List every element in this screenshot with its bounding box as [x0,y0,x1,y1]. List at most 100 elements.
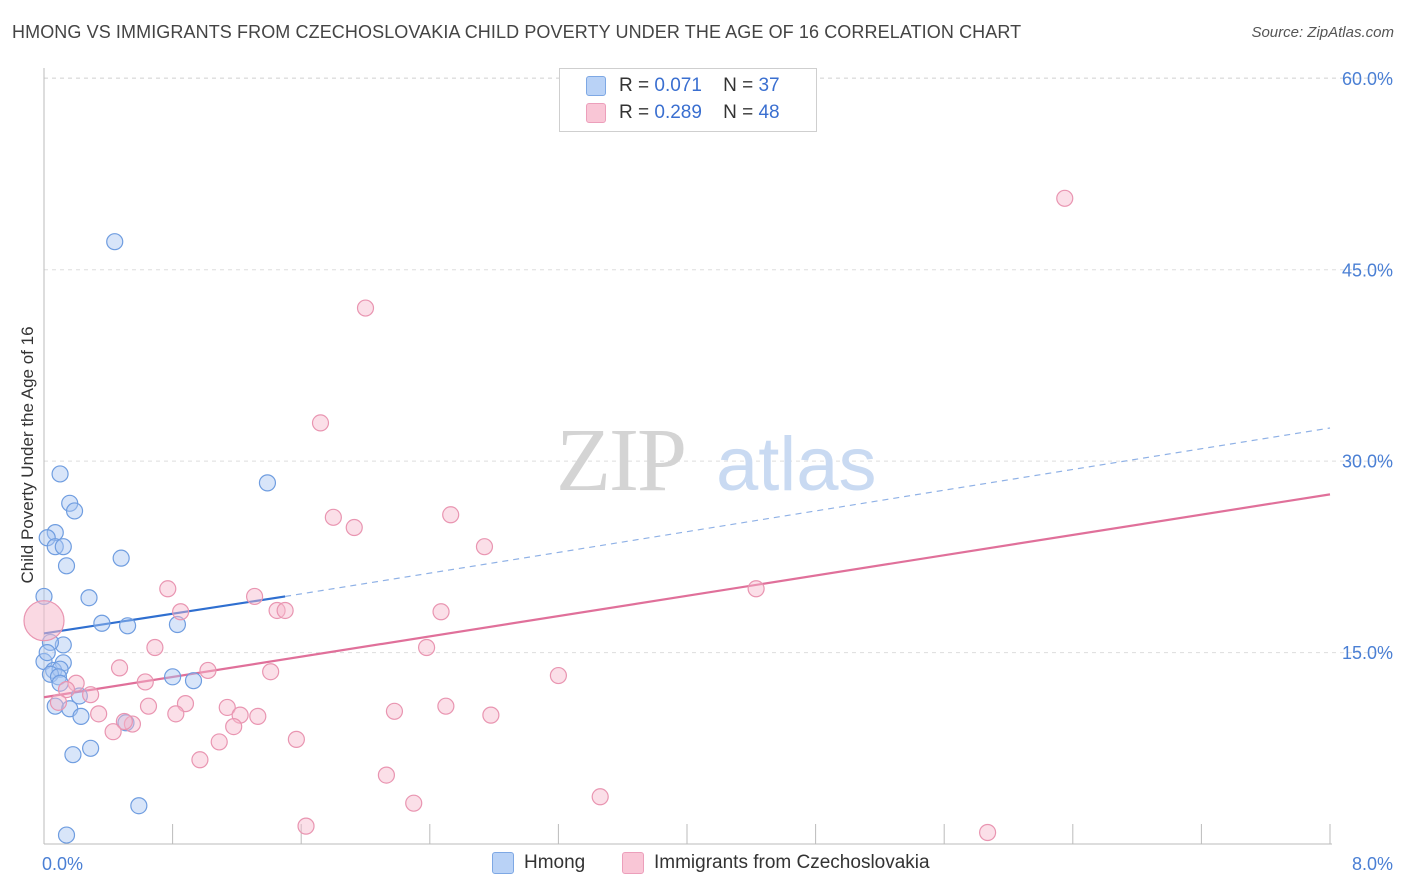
czech-point [287,730,305,748]
axes [43,68,1332,845]
hmong-trend-extension [285,427,1331,598]
hmong-point [184,672,203,690]
czech-point [57,680,76,699]
czech-point [191,751,209,769]
czech-point [90,705,108,723]
czech-point [377,766,395,784]
watermark-atlas: atlas [716,422,877,507]
czech-point [432,603,450,621]
czech-point [225,718,243,736]
legend-r-label: R = [619,102,650,123]
czech-point [1056,189,1074,207]
czech-point [159,580,177,598]
hmong-point [118,617,137,635]
hmong-point [65,502,84,520]
hmong-point [64,746,82,764]
y-tick-label: 30.0% [1342,452,1393,472]
czech-point [139,697,158,715]
legend-r-value-czech: 0.289 [654,102,702,123]
czech-point [591,788,609,806]
hmong-point [164,668,182,686]
czech-point [276,601,294,620]
trend-lines [43,427,1331,699]
hmong-point [130,797,148,815]
bottom-legend-swatch-hmong [492,852,514,874]
czech-point [405,794,423,812]
legend-n-label: N = [723,102,754,123]
watermark-zip: ZIP [556,411,685,510]
x-tick-label-min: 0.0% [42,854,83,874]
czech-point [747,580,765,598]
hmong-point [258,474,277,492]
legend-r-label: R = [619,75,650,96]
bottom-legend-czech: Immigrants from Czechoslovakia [622,852,930,874]
bottom-legend-swatch-czech [622,852,644,874]
legend-swatch-hmong [586,76,606,96]
czech-point [345,518,363,537]
hmong-point [54,636,72,654]
czech-point [110,659,129,677]
legend-n-value-hmong: 37 [758,75,780,96]
hmong-point [57,826,76,844]
czech-point [979,823,997,842]
bottom-legend-label-czech: Immigrants from Czechoslovakia [654,852,930,873]
czech-point [442,506,460,524]
legend-r-value-hmong: 0.071 [654,75,702,96]
czech-point [218,698,236,717]
legend-n-label: N = [723,75,754,96]
czech-point [67,674,85,692]
czech-point [23,600,65,642]
hmong-point [93,614,111,632]
hmong-point [82,739,100,757]
czech-point [210,733,228,751]
czech-point [199,661,217,680]
legend-row-hmong: R = 0.071 N = 37 [586,73,780,99]
tick-labels: 15.0% 30.0% 45.0% 60.0% 0.0% 8.0% [42,69,1393,874]
gridlines [44,77,1394,654]
czech-point [249,707,267,725]
chart-title: HMONG VS IMMIGRANTS FROM CZECHOSLOVAKIA … [12,22,1022,42]
czech-point [49,693,68,711]
x-tick-label-max: 8.0% [1352,854,1393,874]
czech-point [115,712,133,731]
hmong-point [80,589,98,607]
y-axis-label: Child Poverty Under the Age of 16 [18,326,37,583]
czech-point [136,673,154,691]
czech-point [549,666,568,685]
legend-n-value-czech: 48 [758,102,780,123]
hmong-point [49,668,68,686]
source-credit: Source: ZipAtlas.com [1251,24,1394,41]
legend-row-czech: R = 0.289 N = 48 [586,100,780,126]
czech-point [245,587,264,606]
y-tick-label: 45.0% [1342,260,1393,280]
czech-point [417,638,436,657]
hmong-point [54,538,72,556]
czech-point [146,638,164,657]
czech-point [172,603,190,621]
czech-point [104,723,122,741]
czech-point [82,686,100,704]
correlation-legend: R = 0.071 N = 37 R = 0.289 N = 48 [559,68,817,132]
czech-point [385,702,404,720]
czech-point [297,817,315,835]
bottom-legend-label-hmong: Hmong [524,852,586,873]
hmong-trend-line [43,595,286,635]
hmong-point [51,465,69,483]
czech-point [437,697,455,715]
czech-point [311,414,330,432]
data-points [23,189,1074,844]
bottom-legend-hmong: Hmong [492,852,585,874]
hmong-point [38,643,56,662]
zipatlas-watermark: ZIP atlas [556,411,877,510]
czech-point [475,538,494,556]
hmong-point [72,707,90,725]
czech-point [356,299,375,317]
hmong-point [106,233,124,251]
czech-point [262,663,280,681]
czech-trend-line [43,493,1331,699]
hmong-point [168,615,187,634]
hmong-point [112,549,130,567]
czech-point [482,706,500,724]
hmong-point [57,557,76,575]
